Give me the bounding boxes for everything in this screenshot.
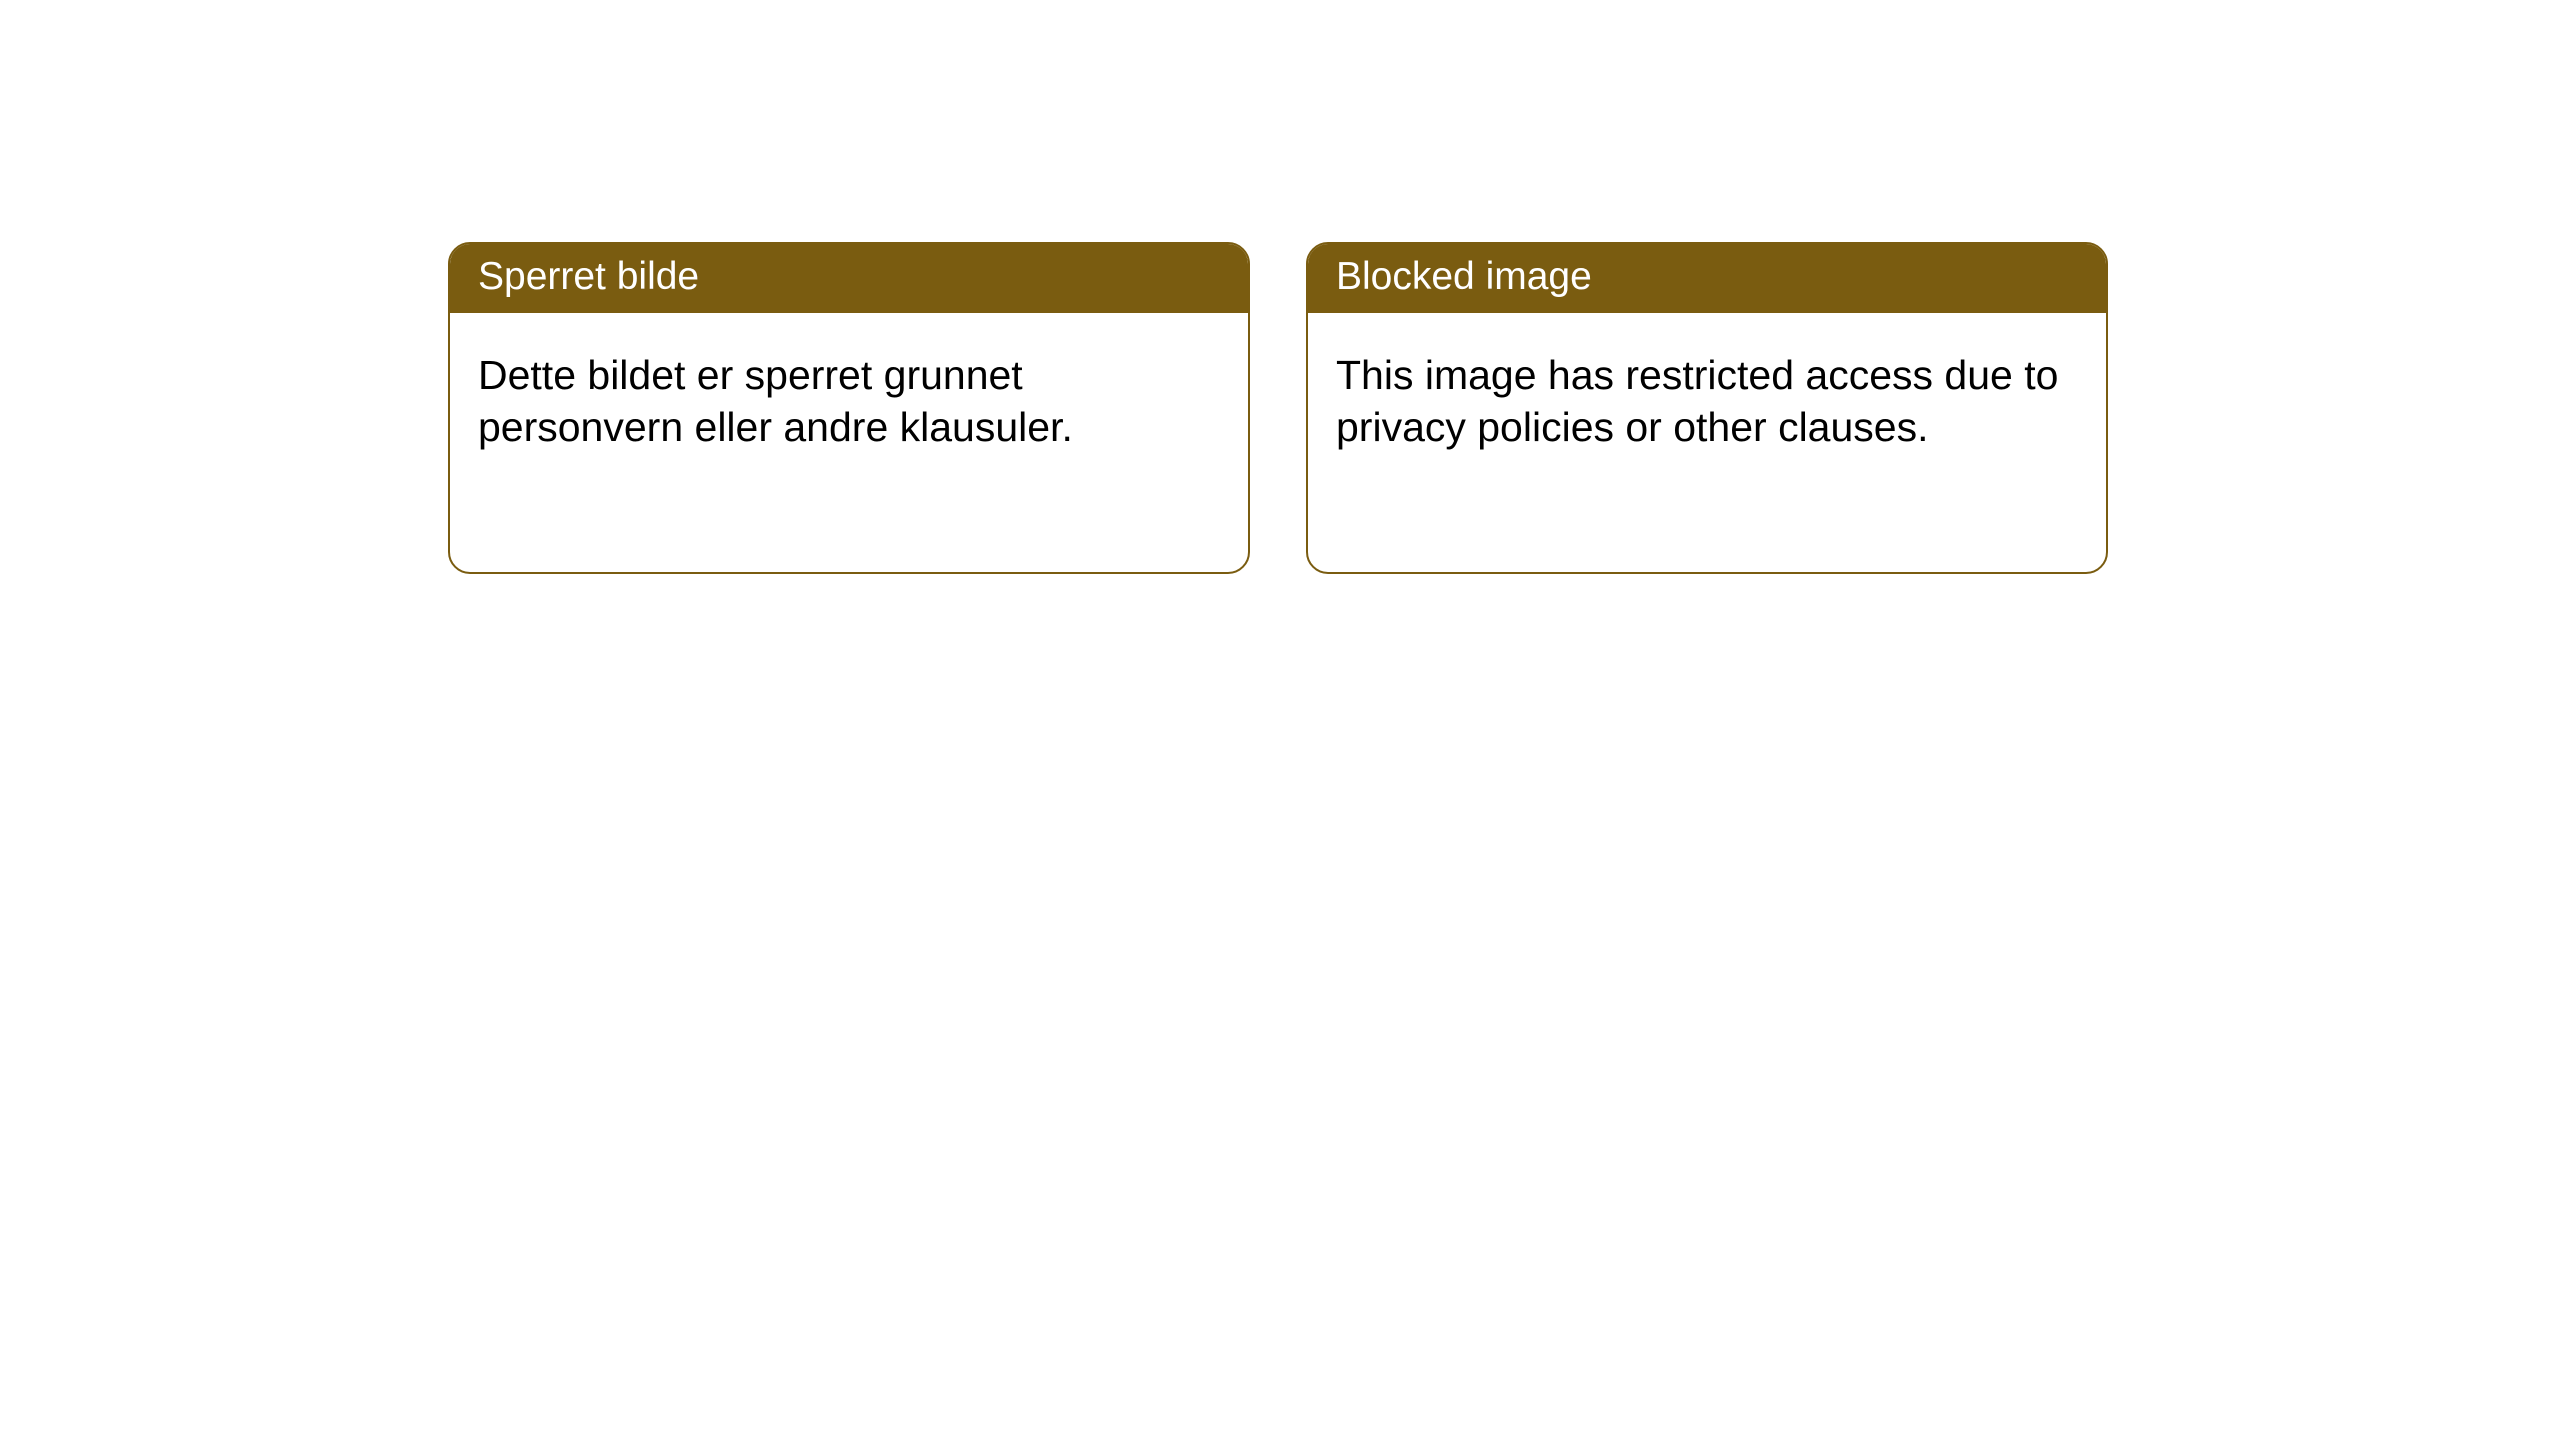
card-title-en: Blocked image xyxy=(1308,244,2106,313)
card-body-no: Dette bildet er sperret grunnet personve… xyxy=(450,313,1248,482)
card-title-no: Sperret bilde xyxy=(450,244,1248,313)
notice-container: Sperret bilde Dette bildet er sperret gr… xyxy=(0,0,2560,574)
blocked-image-card-no: Sperret bilde Dette bildet er sperret gr… xyxy=(448,242,1250,574)
blocked-image-card-en: Blocked image This image has restricted … xyxy=(1306,242,2108,574)
card-body-en: This image has restricted access due to … xyxy=(1308,313,2106,482)
